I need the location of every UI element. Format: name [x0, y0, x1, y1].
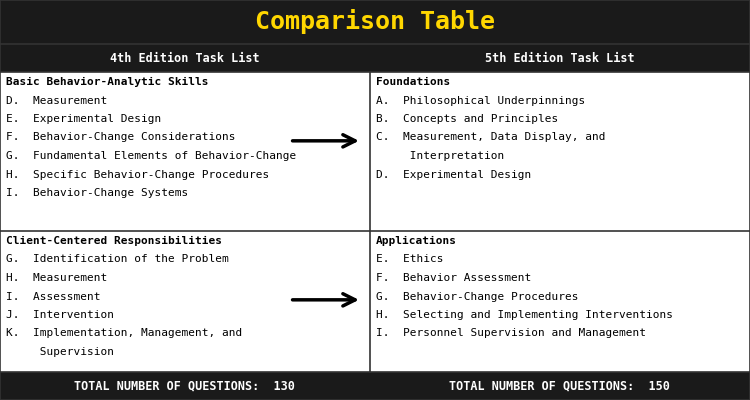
Text: F.  Behavior-Change Considerations: F. Behavior-Change Considerations: [6, 132, 236, 142]
Text: TOTAL NUMBER OF QUESTIONS:  150: TOTAL NUMBER OF QUESTIONS: 150: [449, 380, 670, 392]
Text: F.  Behavior Assessment: F. Behavior Assessment: [376, 273, 531, 283]
Text: G.  Behavior-Change Procedures: G. Behavior-Change Procedures: [376, 292, 578, 302]
Text: H.  Measurement: H. Measurement: [6, 273, 107, 283]
Text: I.  Assessment: I. Assessment: [6, 292, 100, 302]
Text: E.  Experimental Design: E. Experimental Design: [6, 114, 161, 124]
Text: J.  Intervention: J. Intervention: [6, 310, 114, 320]
Text: H.  Selecting and Implementing Interventions: H. Selecting and Implementing Interventi…: [376, 310, 673, 320]
Text: I.  Personnel Supervision and Management: I. Personnel Supervision and Management: [376, 328, 646, 338]
Text: 5th Edition Task List: 5th Edition Task List: [485, 52, 634, 64]
Text: 4th Edition Task List: 4th Edition Task List: [110, 52, 260, 64]
Text: G.  Fundamental Elements of Behavior-Change: G. Fundamental Elements of Behavior-Chan…: [6, 151, 296, 161]
Text: B.  Concepts and Principles: B. Concepts and Principles: [376, 114, 558, 124]
Text: Basic Behavior-Analytic Skills: Basic Behavior-Analytic Skills: [6, 77, 208, 87]
Text: D.  Experimental Design: D. Experimental Design: [376, 170, 531, 180]
Bar: [0, 72, 750, 372]
Text: Applications: Applications: [376, 236, 457, 246]
Bar: [0, 372, 750, 400]
Text: Client-Centered Responsibilities: Client-Centered Responsibilities: [6, 236, 222, 246]
Text: Supervision: Supervision: [6, 347, 114, 357]
Text: K.  Implementation, Management, and: K. Implementation, Management, and: [6, 328, 242, 338]
Text: Interpretation: Interpretation: [376, 151, 504, 161]
Text: TOTAL NUMBER OF QUESTIONS:  130: TOTAL NUMBER OF QUESTIONS: 130: [74, 380, 296, 392]
Bar: [0, 0, 750, 44]
Bar: [0, 44, 750, 72]
Text: Comparison Table: Comparison Table: [255, 10, 495, 34]
Text: I.  Behavior-Change Systems: I. Behavior-Change Systems: [6, 188, 188, 198]
Text: A.  Philosophical Underpinnings: A. Philosophical Underpinnings: [376, 96, 585, 106]
Text: E.  Ethics: E. Ethics: [376, 254, 443, 264]
Text: H.  Specific Behavior-Change Procedures: H. Specific Behavior-Change Procedures: [6, 170, 269, 180]
Text: G.  Identification of the Problem: G. Identification of the Problem: [6, 254, 229, 264]
Text: C.  Measurement, Data Display, and: C. Measurement, Data Display, and: [376, 132, 605, 142]
Text: Foundations: Foundations: [376, 77, 450, 87]
Text: D.  Measurement: D. Measurement: [6, 96, 107, 106]
